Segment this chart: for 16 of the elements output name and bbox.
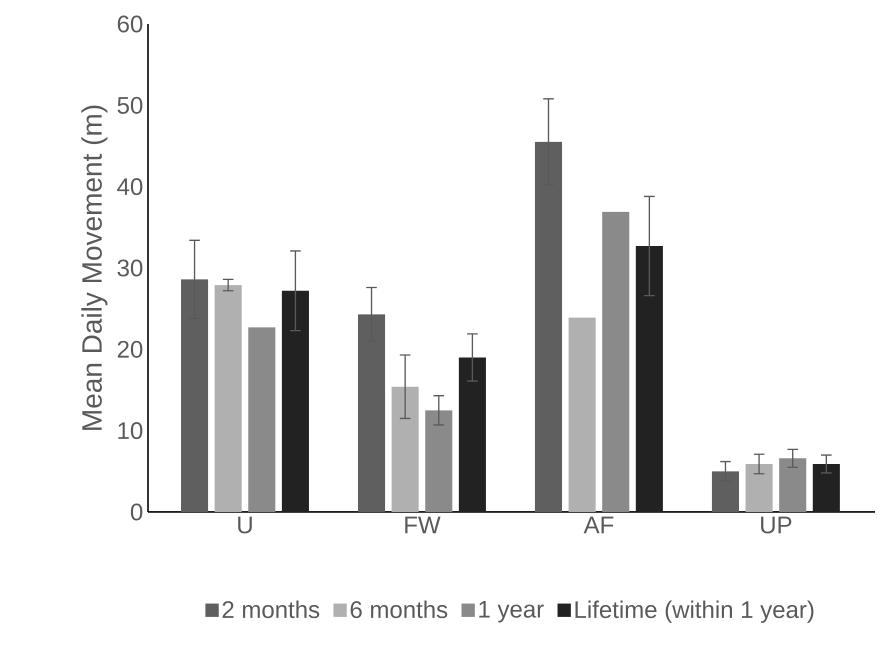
x-tick-label: AF: [584, 516, 614, 534]
y-tick-label: 60: [118, 15, 142, 32]
y-tick-label: 30: [118, 259, 142, 276]
legend-label: 6 months: [350, 600, 448, 618]
x-tick-label: U: [238, 516, 252, 534]
legend-label: 2 months: [222, 600, 320, 618]
y-tick-label: 40: [117, 178, 142, 196]
y-tick-label: 20: [118, 340, 142, 358]
legend-label: 1 year: [479, 600, 544, 622]
x-tick-label: UP: [761, 516, 792, 534]
y-axis-title: Mean Daily Movement (m): [81, 106, 108, 430]
legend-label: Lifetime (within 1 year): [575, 600, 814, 623]
y-tick-label: 10: [118, 422, 142, 440]
y-tick-label: 50: [118, 96, 142, 114]
y-tick-label: 0: [130, 503, 142, 520]
x-tick-label: FW: [405, 516, 441, 534]
